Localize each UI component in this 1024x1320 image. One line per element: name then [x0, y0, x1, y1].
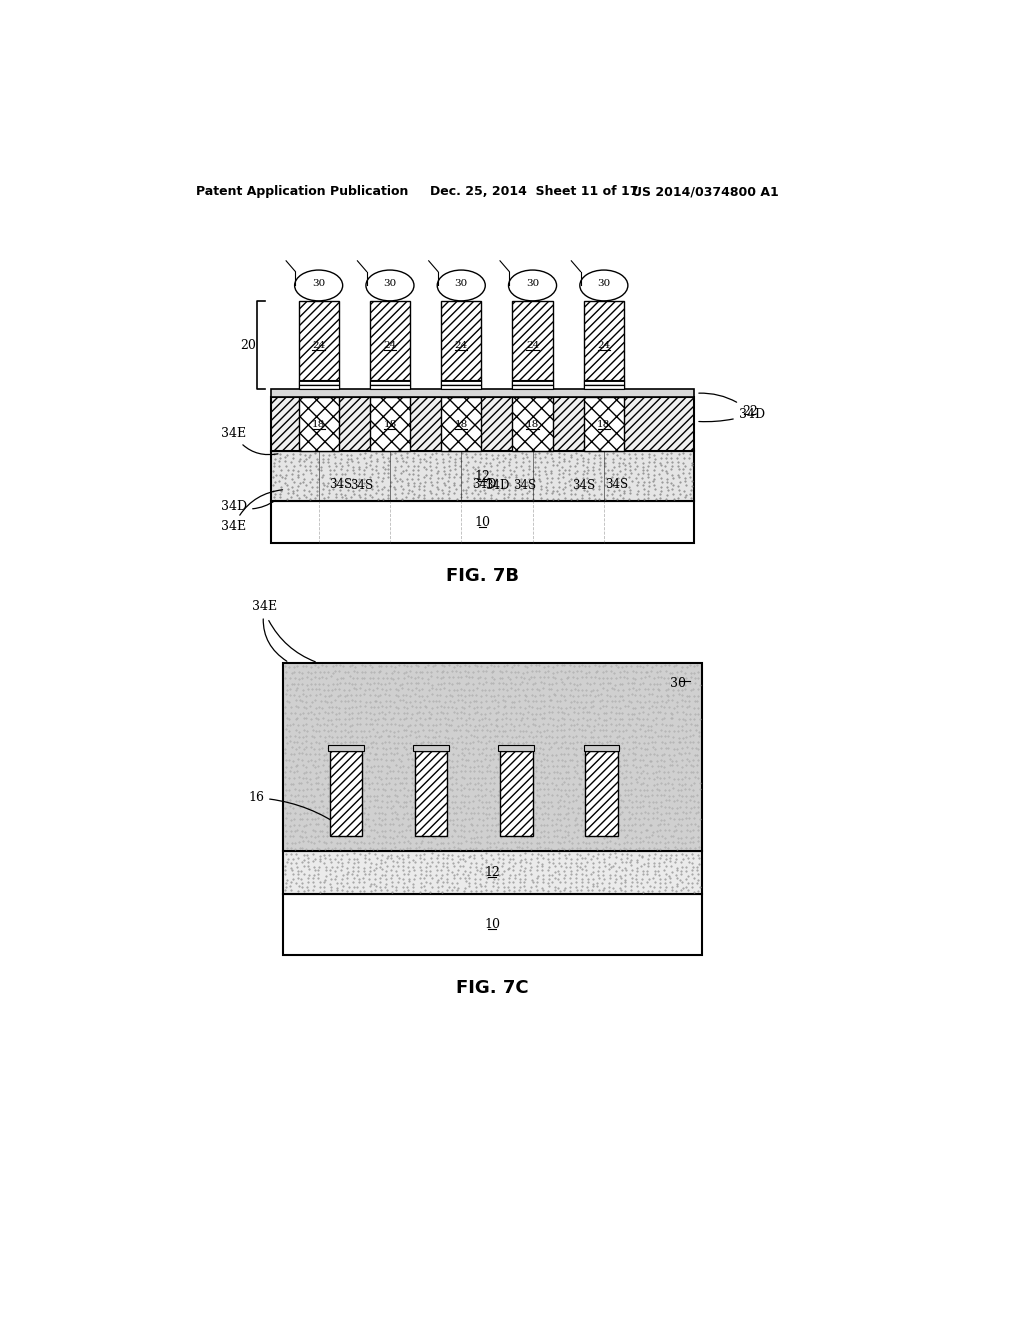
Bar: [584, 744, 620, 751]
Text: 24: 24: [597, 341, 610, 350]
Bar: [415, 751, 447, 836]
Text: 30: 30: [597, 279, 610, 288]
Bar: [584, 397, 624, 451]
Bar: [370, 397, 410, 451]
Text: 34D: 34D: [221, 500, 275, 513]
Ellipse shape: [580, 271, 628, 301]
Text: 22: 22: [698, 393, 758, 418]
Text: 24: 24: [312, 341, 326, 350]
Ellipse shape: [366, 271, 414, 301]
Bar: [370, 380, 410, 389]
Text: Dec. 25, 2014  Sheet 11 of 17: Dec. 25, 2014 Sheet 11 of 17: [430, 185, 639, 198]
Text: 16: 16: [248, 792, 343, 828]
Bar: [370, 301, 410, 389]
Text: FIG. 7B: FIG. 7B: [446, 566, 519, 585]
Text: 24: 24: [383, 341, 396, 350]
Text: 18: 18: [312, 420, 326, 429]
Bar: [299, 301, 339, 389]
Text: 18: 18: [383, 420, 396, 429]
Bar: [441, 397, 481, 451]
Text: 20: 20: [241, 339, 256, 351]
Bar: [441, 380, 481, 389]
Text: 34S: 34S: [350, 479, 374, 492]
Bar: [414, 744, 449, 751]
Bar: [299, 380, 339, 389]
Text: 34D: 34D: [472, 478, 497, 491]
Text: US 2014/0374800 A1: US 2014/0374800 A1: [632, 185, 778, 198]
Text: 30: 30: [526, 279, 540, 288]
Text: 34D: 34D: [484, 479, 509, 492]
Bar: [512, 301, 553, 389]
Text: 30: 30: [455, 279, 468, 288]
Bar: [512, 380, 553, 389]
Bar: [283, 663, 701, 851]
Text: 10: 10: [474, 516, 490, 529]
Text: 18: 18: [455, 420, 468, 429]
Bar: [330, 751, 362, 836]
Text: 30: 30: [383, 279, 396, 288]
Text: 18: 18: [526, 420, 540, 429]
Ellipse shape: [295, 271, 343, 301]
Bar: [283, 851, 701, 894]
Text: 34E: 34E: [252, 601, 287, 661]
Text: 34E: 34E: [221, 490, 283, 533]
Bar: [512, 397, 553, 451]
Bar: [584, 301, 624, 389]
Bar: [328, 744, 364, 751]
Bar: [271, 397, 693, 451]
Bar: [271, 451, 693, 502]
Text: 34E: 34E: [221, 428, 278, 454]
Ellipse shape: [437, 271, 485, 301]
Text: 30: 30: [312, 279, 326, 288]
Text: 34S: 34S: [605, 478, 628, 491]
Text: 34S: 34S: [572, 479, 595, 492]
Text: 34S: 34S: [513, 479, 537, 492]
Bar: [499, 744, 535, 751]
Text: Patent Application Publication: Patent Application Publication: [197, 185, 409, 198]
Bar: [586, 751, 617, 836]
Text: 24: 24: [526, 341, 540, 350]
Text: 34D: 34D: [698, 408, 765, 421]
Bar: [584, 380, 624, 389]
Bar: [500, 751, 532, 836]
Bar: [271, 502, 693, 544]
Text: 10: 10: [484, 917, 501, 931]
Bar: [271, 389, 693, 397]
Text: 30: 30: [670, 677, 686, 689]
Text: FIG. 7C: FIG. 7C: [456, 978, 528, 997]
Bar: [299, 397, 339, 451]
Text: 12: 12: [484, 866, 500, 879]
Text: 34S: 34S: [330, 478, 352, 491]
Bar: [283, 894, 701, 956]
Ellipse shape: [509, 271, 557, 301]
Text: 12: 12: [475, 470, 490, 483]
Bar: [441, 301, 481, 389]
Text: 24: 24: [455, 341, 468, 350]
Text: 18: 18: [597, 420, 610, 429]
